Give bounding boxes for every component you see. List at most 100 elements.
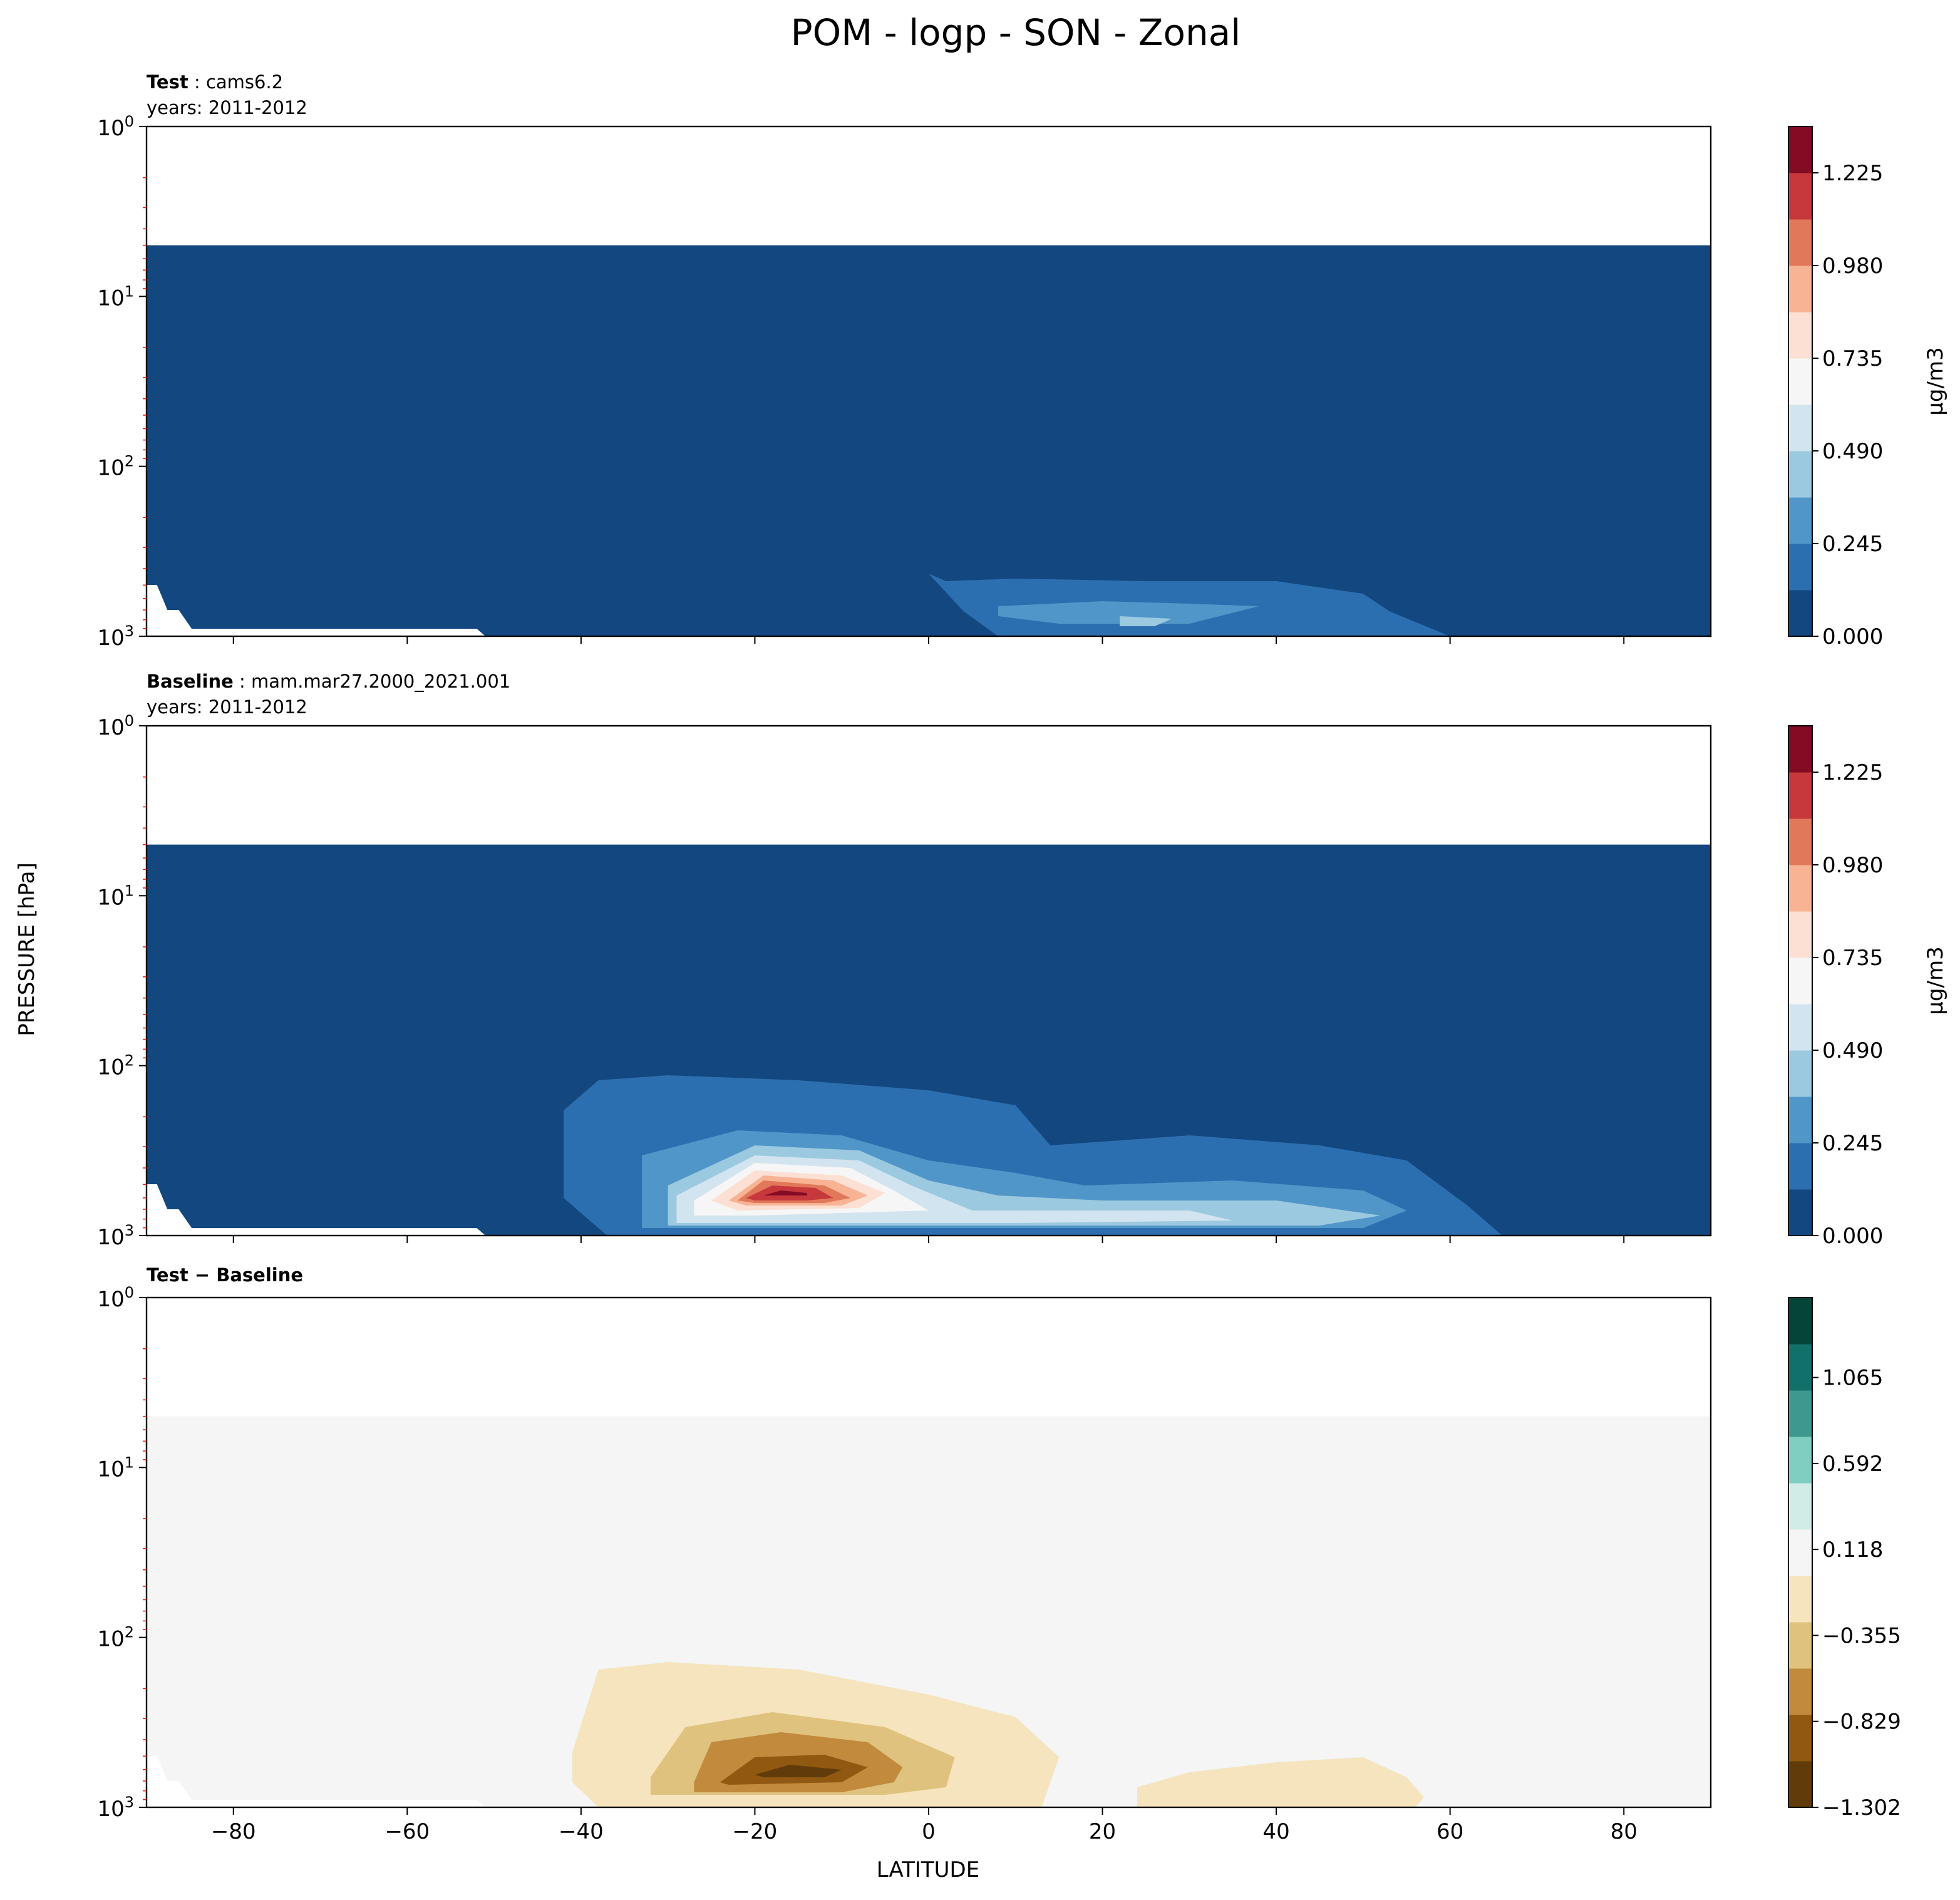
y-tick-label-base: 10	[97, 1457, 124, 1482]
colorbar-band	[1788, 1189, 1812, 1236]
x-tick-label: 60	[1436, 1819, 1463, 1844]
x-tick-label: 80	[1611, 1819, 1638, 1844]
colorbar-band	[1788, 1483, 1812, 1530]
x-tick-label: 20	[1089, 1819, 1116, 1844]
colorbar-tick-label: 0.000	[1822, 1224, 1883, 1249]
y-axis-label: PRESSURE [hPa]	[14, 862, 39, 1036]
y-tick-label-exp: 1	[125, 282, 134, 300]
y-tick-label: 101	[97, 1453, 134, 1482]
y-tick-label-base: 10	[97, 1797, 124, 1822]
y-tick-label-base: 10	[97, 885, 124, 910]
colorbar-tick-label: 1.225	[1822, 760, 1883, 785]
colorbar-band	[1788, 173, 1812, 220]
x-tick-label: −80	[211, 1819, 256, 1844]
y-tick-label: 102	[97, 1052, 134, 1080]
colorbar-band	[1788, 1344, 1812, 1391]
x-tick-label: 40	[1262, 1819, 1289, 1844]
colorbar-band	[1788, 1622, 1812, 1669]
colorbar: −1.302 −0.829 −0.355 0.118 0.592 1.065	[1788, 1297, 1901, 1820]
y-tick-label-base: 10	[97, 286, 124, 311]
colorbar: 0.000 0.245 0.490 0.735 0.980 1.225 μg/m3	[1788, 725, 1948, 1249]
y-tick-label-base: 10	[97, 456, 124, 481]
x-axis-label: LATITUDE	[877, 1857, 979, 1882]
orography-mask	[147, 1756, 486, 1807]
y-tick-label-base: 10	[97, 626, 124, 651]
colorbar-band	[1788, 818, 1812, 865]
colorbar-frame	[1788, 126, 1813, 637]
colorbar-band	[1788, 865, 1812, 912]
colorbar-band	[1788, 1529, 1812, 1576]
colorbar-tick-label: 0.000	[1822, 624, 1883, 649]
y-tick-label-exp: 1	[125, 1453, 134, 1471]
y-tick-label-base: 10	[97, 715, 124, 740]
colorbar-band	[1788, 1576, 1812, 1623]
y-tick-label: 102	[97, 1624, 134, 1652]
colorbar-band	[1788, 126, 1812, 173]
colorbar-band	[1788, 1143, 1812, 1190]
x-tick-label: −60	[384, 1819, 430, 1844]
contour-fill	[1137, 1757, 1425, 1807]
y-tick-label-base: 10	[97, 116, 124, 141]
y-tick-label-exp: 0	[125, 1284, 134, 1301]
colorbar-tick-label: 0.592	[1822, 1452, 1883, 1477]
x-tick-label: −20	[733, 1819, 778, 1844]
panel-title: Test − Baseline	[147, 1264, 303, 1286]
colorbar-band	[1788, 497, 1812, 544]
colorbar-tick-label: 0.735	[1822, 946, 1883, 971]
colorbar-band	[1788, 219, 1812, 266]
colorbar-band	[1788, 1097, 1812, 1144]
y-tick-label: 100	[97, 113, 134, 141]
panel-baseline: Baseline : mam.mar27.2000_2021.001 years:…	[97, 671, 1948, 1250]
panel-subtitle: years: 2011-2012	[147, 696, 307, 718]
colorbar-tick-label: 0.118	[1822, 1537, 1883, 1562]
y-tick-label-exp: 0	[125, 113, 134, 130]
colorbar-band	[1788, 590, 1812, 637]
orography-mask	[147, 1184, 486, 1236]
colorbar-band	[1788, 1761, 1812, 1808]
colorbar-tick-label: 1.225	[1822, 161, 1883, 186]
y-tick-label: 103	[97, 1794, 134, 1822]
colorbar-tick-label: 0.735	[1822, 346, 1883, 371]
colorbar-band	[1788, 911, 1812, 958]
panel-title-rest: : mam.mar27.2000_2021.001	[234, 671, 510, 692]
panel-subtitle: years: 2011-2012	[147, 97, 307, 118]
y-tick-label: 103	[97, 622, 134, 651]
colorbar-band	[1788, 544, 1812, 591]
colorbar-tick-label: 1.065	[1822, 1366, 1883, 1391]
colorbar-band	[1788, 312, 1812, 359]
colorbar-tick-label: −0.829	[1822, 1710, 1901, 1735]
field-base	[147, 245, 1711, 636]
colorbar-band	[1788, 1390, 1812, 1437]
colorbar-band	[1788, 1437, 1812, 1484]
y-tick-label-base: 10	[97, 1627, 124, 1652]
colorbar-band	[1788, 1050, 1812, 1097]
colorbar: 0.000 0.245 0.490 0.735 0.980 1.225 μg/m3	[1788, 126, 1948, 649]
y-tick-label: 101	[97, 282, 134, 311]
plot-area	[147, 844, 1711, 1236]
colorbar-band	[1788, 958, 1812, 1004]
contour-fill	[763, 1190, 807, 1195]
panel-title-bold: Test − Baseline	[147, 1264, 303, 1286]
colorbar-tick-label: 0.490	[1822, 1038, 1883, 1063]
y-tick-label: 103	[97, 1222, 134, 1250]
y-tick-label: 100	[97, 1284, 134, 1312]
panel-title-bold: Test	[147, 71, 188, 93]
colorbar-tick-label: 0.245	[1822, 1131, 1883, 1156]
colorbar-band	[1788, 1298, 1812, 1345]
y-tick-label: 102	[97, 453, 134, 481]
colorbar-band	[1788, 266, 1812, 312]
colorbar-label: μg/m3	[1923, 347, 1948, 415]
panel-title-bold: Baseline	[147, 671, 234, 692]
panel-title-rest: : cams6.2	[188, 71, 283, 93]
colorbar-frame	[1788, 725, 1813, 1236]
y-tick-label-exp: 3	[125, 1794, 134, 1811]
colorbar-tick-label: −0.355	[1822, 1623, 1901, 1648]
colorbar-tick-label: 0.245	[1822, 532, 1883, 557]
contour-fill	[755, 1765, 842, 1777]
y-tick-label-exp: 1	[125, 882, 134, 899]
y-tick-label-exp: 3	[125, 1222, 134, 1239]
colorbar-band	[1788, 1668, 1812, 1715]
colorbar-tick-label: −1.302	[1822, 1795, 1901, 1820]
